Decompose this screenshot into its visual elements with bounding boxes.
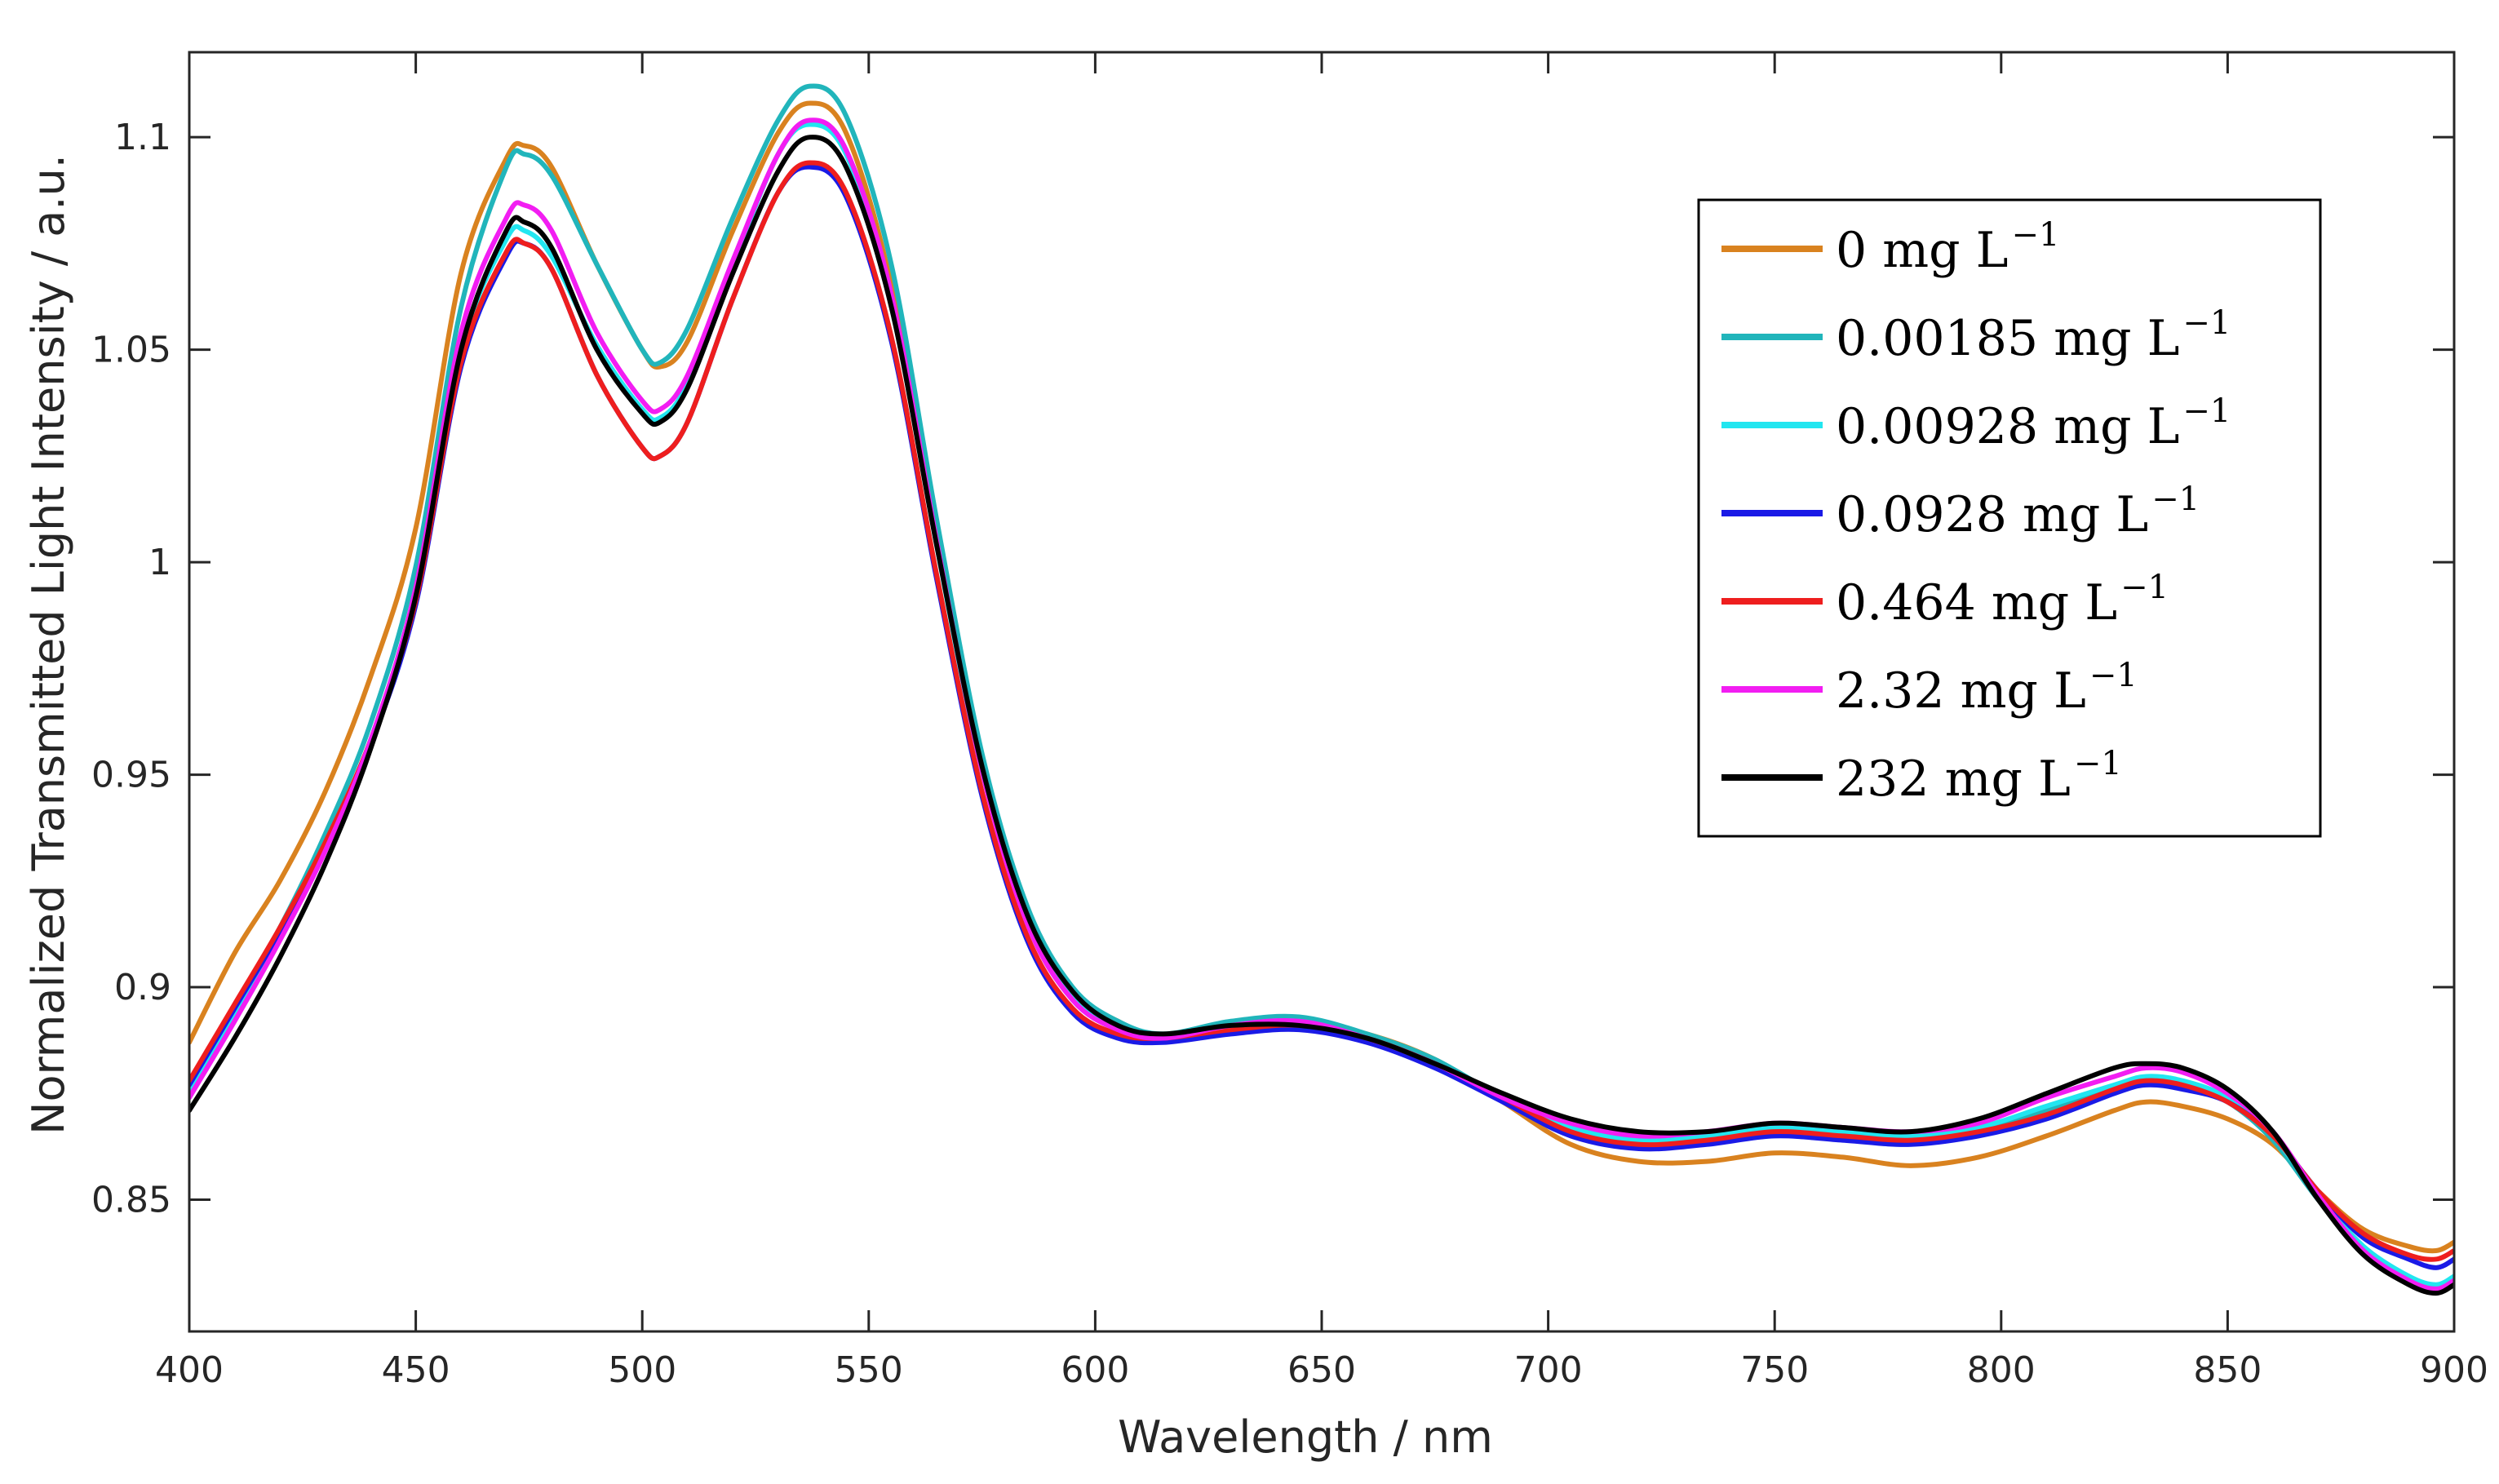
ticks-layer: 400 450 500 550 600 650 700 750 800 850 900 0.85 0.9… <box>91 52 2488 1391</box>
x-tick-label-0: 400 <box>155 1349 224 1391</box>
series-line-6 <box>189 135 2454 1296</box>
legend-label-superscript-1: −1 <box>2182 304 2231 342</box>
x-tick-label-7: 750 <box>1740 1349 1809 1391</box>
x-tick-label-3: 550 <box>835 1349 903 1391</box>
legend-label-6: 232 mg L −1 <box>1836 745 2122 808</box>
y-tick-label-5: 1.1 <box>114 117 171 158</box>
x-tick-label-1: 450 <box>382 1349 450 1391</box>
series-line-4 <box>189 160 2454 1262</box>
y-axis-title: Normalized Transmitted Light Intensity /… <box>23 154 74 1135</box>
y-tick-label-4: 1.05 <box>91 330 171 371</box>
legend-label-superscript-5: −1 <box>2089 657 2138 694</box>
x-axis-title: Wavelength / nm <box>1118 1411 1493 1463</box>
legend-label-1: 0.00185 mg L −1 <box>1836 304 2231 367</box>
y-tick-label-0: 0.85 <box>91 1180 171 1221</box>
legend-label-superscript-6: −1 <box>2074 745 2122 782</box>
legend-label-superscript-4: −1 <box>2120 569 2169 606</box>
legend-label-superscript-0: −1 <box>2011 216 2059 254</box>
legend-label-superscript-3: −1 <box>2151 481 2200 518</box>
x-tick-label-8: 800 <box>1967 1349 2036 1391</box>
series-line-5 <box>189 117 2454 1291</box>
legend-label-0: 0 mg L −1 <box>1836 216 2059 279</box>
legend: 0 mg L −10.00185 mg L −10.00928 mg L −10.09… <box>1697 198 2322 838</box>
legend-label-superscript-2: −1 <box>2182 392 2231 430</box>
legend-label-2: 0.00928 mg L −1 <box>1836 392 2231 455</box>
x-tick-label-6: 700 <box>1514 1349 1583 1391</box>
legend-label-text-2: 0.00928 mg L <box>1836 398 2179 455</box>
series-layer <box>189 83 2454 1296</box>
legend-label-text-4: 0.464 mg L <box>1836 574 2117 631</box>
y-tick-label-3: 1 <box>148 542 171 583</box>
legend-label-text-0: 0 mg L <box>1836 222 2008 279</box>
x-tick-label-2: 500 <box>608 1349 676 1391</box>
legend-label-text-6: 232 mg L <box>1836 751 2071 808</box>
legend-label-3: 0.0928 mg L −1 <box>1836 481 2200 543</box>
x-tick-label-5: 650 <box>1287 1349 1356 1391</box>
x-tick-label-10: 900 <box>2420 1349 2488 1391</box>
legend-label-text-1: 0.00185 mg L <box>1836 310 2179 367</box>
legend-label-4: 0.464 mg L −1 <box>1836 569 2169 631</box>
x-tick-label-9: 850 <box>2193 1349 2262 1391</box>
y-tick-label-1: 0.9 <box>114 967 171 1008</box>
y-tick-label-2: 0.95 <box>91 755 171 796</box>
legend-box <box>1697 198 2322 838</box>
legend-label-text-3: 0.0928 mg L <box>1836 486 2148 543</box>
legend-label-text-5: 2.32 mg L <box>1836 662 2086 720</box>
x-tick-label-4: 600 <box>1061 1349 1129 1391</box>
legend-label-5: 2.32 mg L −1 <box>1836 657 2138 720</box>
